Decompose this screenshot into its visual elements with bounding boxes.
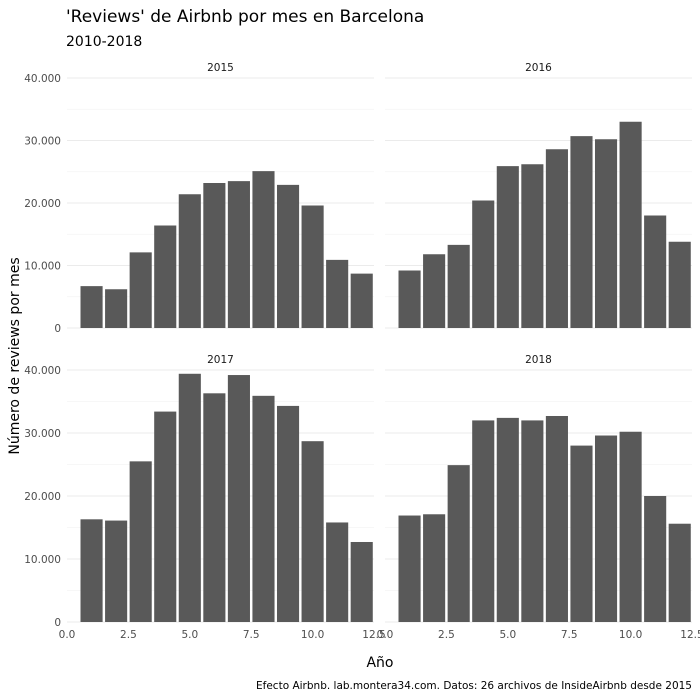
y-tick-label: 0 <box>54 617 61 629</box>
x-tick-label: 7.5 <box>243 629 260 641</box>
x-tick-label: 5.0 <box>499 629 516 641</box>
bar-month-2 <box>423 514 446 622</box>
y-tick-label: 10.000 <box>24 554 61 566</box>
bar-month-8 <box>570 136 593 328</box>
y-tick-label: 30.000 <box>24 428 61 440</box>
bar-month-7 <box>227 375 250 622</box>
x-tick-label: 7.5 <box>561 629 578 641</box>
bar-month-5 <box>496 417 519 622</box>
bar-month-2 <box>105 520 128 622</box>
x-axis-title: Año <box>366 655 393 671</box>
bar-month-10 <box>619 431 642 622</box>
x-tick-label: 5.0 <box>181 629 198 641</box>
bar-month-2 <box>423 254 446 328</box>
bar-month-1 <box>80 519 103 622</box>
y-axis-title: Número de reviews por mes <box>7 257 23 454</box>
bar-month-5 <box>178 194 201 328</box>
bar-month-4 <box>472 420 495 622</box>
x-tick-label: 2.5 <box>120 629 137 641</box>
bar-month-7 <box>545 149 568 328</box>
bar-month-4 <box>154 411 177 622</box>
bar-month-11 <box>326 522 349 622</box>
bar-month-12 <box>668 523 691 622</box>
facet-strip-label: 2017 <box>207 354 234 366</box>
y-tick-label: 40.000 <box>24 365 61 377</box>
x-tick-label: 12.5 <box>680 629 700 641</box>
facet-panel-2016: 2016 <box>385 62 692 329</box>
bar-month-12 <box>350 273 373 328</box>
bar-month-1 <box>398 515 421 622</box>
bar-month-1 <box>398 270 421 328</box>
y-tick-label: 10.000 <box>24 261 61 273</box>
bar-month-3 <box>129 252 152 328</box>
bar-month-6 <box>203 183 226 328</box>
bar-month-5 <box>178 373 201 622</box>
bar-month-2 <box>105 289 128 328</box>
chart-title: 'Reviews' de Airbnb por mes en Barcelona <box>66 7 424 27</box>
facet-strip-label: 2015 <box>207 62 234 74</box>
x-tick-label: 2.5 <box>438 629 455 641</box>
bar-month-6 <box>521 420 544 622</box>
x-tick-label: 0.0 <box>377 629 394 641</box>
bar-month-3 <box>447 244 470 328</box>
bar-month-4 <box>154 225 177 328</box>
bar-month-10 <box>301 441 324 622</box>
bar-month-1 <box>80 286 103 328</box>
bar-month-6 <box>203 393 226 622</box>
y-tick-label: 20.000 <box>24 491 61 503</box>
bar-month-9 <box>594 139 618 328</box>
y-tick-label: 20.000 <box>24 198 61 210</box>
facet-panels: 2015 0 10.000 20.000 30.000 40.000 2016 2017 0 10… <box>24 62 700 641</box>
x-tick-label: 0.0 <box>59 629 76 641</box>
bar-month-6 <box>521 164 544 328</box>
bar-month-12 <box>668 241 691 328</box>
facet-panel-2018: 2018 0.0 2.5 5.0 7.5 10.0 12.5 <box>377 354 700 641</box>
x-tick-label: 10.0 <box>301 629 324 641</box>
bar-month-10 <box>619 121 642 328</box>
y-tick-label: 0 <box>54 323 61 335</box>
chart-subtitle: 2010-2018 <box>66 34 142 50</box>
bar-month-8 <box>252 395 275 622</box>
x-tick-label: 10.0 <box>619 629 642 641</box>
bar-month-7 <box>545 415 568 622</box>
facet-strip-label: 2016 <box>525 62 552 74</box>
facet-panel-2015: 2015 0 10.000 20.000 30.000 40.000 <box>24 62 374 335</box>
bar-month-8 <box>570 445 593 622</box>
bar-month-5 <box>496 166 519 328</box>
bar-month-10 <box>301 205 324 328</box>
bar-month-9 <box>594 435 618 622</box>
bar-month-9 <box>276 184 300 328</box>
bar-month-7 <box>227 181 250 328</box>
x-tick-label: 12.5 <box>362 629 385 641</box>
chart-caption: Efecto Airbnb. lab.montera34.com. Datos:… <box>256 680 692 692</box>
y-tick-label: 40.000 <box>24 73 61 85</box>
bar-month-12 <box>350 541 373 622</box>
facet-strip-label: 2018 <box>525 354 552 366</box>
y-tick-label: 30.000 <box>24 136 61 148</box>
facet-panel-2017: 2017 0 10.000 20.000 30.000 40.000 0.0 2.5 5.0 7.… <box>24 354 385 641</box>
bar-month-8 <box>252 171 275 328</box>
bar-month-3 <box>447 465 470 622</box>
bar-month-11 <box>644 215 667 328</box>
bar-month-11 <box>326 259 349 328</box>
bar-month-4 <box>472 200 495 328</box>
bar-month-11 <box>644 496 667 622</box>
bar-month-3 <box>129 461 152 622</box>
bar-month-9 <box>276 405 300 622</box>
